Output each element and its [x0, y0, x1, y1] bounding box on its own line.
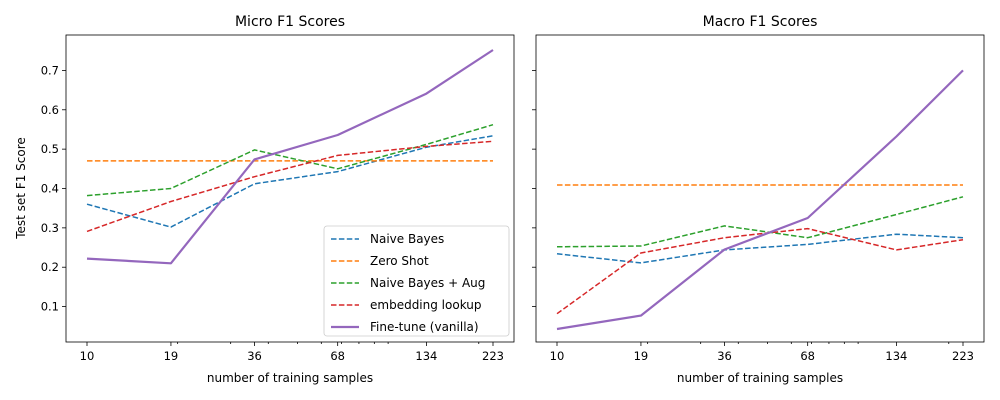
macro-series-naive-bayes: [556, 233, 964, 264]
micro-y-tick-label: 0.1: [41, 300, 59, 314]
micro-series-embedding-lookup: [86, 140, 494, 233]
micro-y-ticks: 0.1 0.2 0.3 0.4 0.5 0.6 0.7: [41, 63, 66, 314]
micro-series-fine-tune-vanilla: [86, 49, 494, 265]
micro-chart-title: Micro F1 Scores: [235, 14, 345, 30]
micro-y-tick-label: 0.4: [41, 182, 59, 196]
micro-x-ticks: 10 19 36 68 134 223: [80, 342, 504, 363]
legend-label: embedding lookup: [370, 298, 482, 312]
legend-label: Naive Bayes: [370, 232, 444, 246]
macro-x-tick-label: 10: [550, 349, 565, 363]
micro-y-tick-label: 0.5: [41, 142, 59, 156]
micro-x-tick-label: 10: [80, 349, 95, 363]
macro-series-naive-bayes-aug: [556, 196, 964, 248]
micro-y-tick-label: 0.7: [41, 63, 59, 77]
macro-f1-panel: Macro F1 Scores number of training sampl…: [532, 14, 985, 385]
macro-x-axis-label: number of training samples: [677, 371, 843, 385]
macro-series-embedding-lookup: [556, 227, 964, 315]
micro-x-tick-label: 223: [482, 349, 504, 363]
macro-y-ticks: [532, 70, 536, 307]
micro-f1-panel: Micro F1 Scores number of training sampl…: [14, 14, 515, 385]
legend-label: Naive Bayes + Aug: [370, 276, 485, 290]
y-axis-label: Test set F1 Score: [14, 137, 28, 240]
micro-series-lines: [86, 49, 494, 265]
macro-x-tick-label: 134: [885, 349, 907, 363]
legend-label: Zero Shot: [370, 254, 429, 268]
micro-x-tick-label: 19: [164, 349, 179, 363]
macro-x-tick-label: 19: [634, 349, 649, 363]
micro-x-axis-label: number of training samples: [207, 371, 373, 385]
macro-x-tick-label: 68: [800, 349, 815, 363]
macro-x-tick-label: 223: [952, 349, 974, 363]
micro-y-tick-label: 0.2: [41, 260, 59, 274]
micro-x-tick-label: 68: [330, 349, 345, 363]
macro-plot-frame: [535, 34, 985, 343]
micro-series-naive-bayes: [86, 135, 494, 228]
micro-x-tick-label: 134: [415, 349, 437, 363]
legend-label: Fine-tune (vanilla): [370, 320, 479, 334]
legend-box: [323, 225, 510, 337]
macro-series-fine-tune-vanilla: [556, 69, 964, 331]
macro-series-lines: [556, 69, 964, 331]
macro-x-tick-label: 36: [717, 349, 732, 363]
legend: Naive Bayes Zero Shot Naive Bayes + Aug emb…: [323, 225, 510, 337]
macro-x-ticks: 10 19 36 68 134 223: [550, 342, 974, 363]
micro-x-tick-label: 36: [247, 349, 262, 363]
micro-y-tick-label: 0.6: [41, 103, 59, 117]
micro-y-tick-label: 0.3: [41, 221, 59, 235]
micro-series-naive-bayes-aug: [86, 123, 494, 197]
macro-chart-title: Macro F1 Scores: [703, 14, 818, 30]
